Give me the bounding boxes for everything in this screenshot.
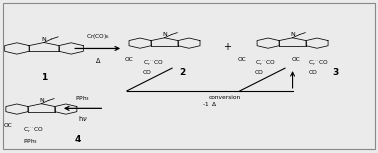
Text: conversion: conversion (209, 95, 241, 100)
Text: 2: 2 (180, 68, 186, 77)
Text: PPh$_3$: PPh$_3$ (23, 137, 38, 146)
Text: PPh$_3$: PPh$_3$ (75, 94, 90, 103)
Text: CO: CO (143, 70, 152, 75)
Text: h$\nu$: h$\nu$ (78, 114, 88, 123)
Text: N: N (162, 32, 167, 37)
Text: C$_r^{...}$CO: C$_r^{...}$CO (23, 125, 43, 135)
Text: -1  $\Delta$: -1 $\Delta$ (202, 100, 217, 108)
Text: OC: OC (124, 57, 133, 62)
Text: N: N (290, 32, 295, 37)
Text: $\Delta$: $\Delta$ (94, 56, 101, 65)
Text: OC: OC (4, 123, 13, 128)
Text: OC: OC (291, 57, 300, 62)
Text: N: N (42, 37, 46, 42)
Text: OC: OC (237, 57, 246, 62)
Text: N: N (39, 98, 44, 103)
Text: Cr(CO)$_6$: Cr(CO)$_6$ (86, 32, 110, 41)
Text: C$_r^{...}$CO: C$_r^{...}$CO (308, 58, 330, 68)
Text: +: + (223, 42, 231, 52)
Text: 1: 1 (41, 73, 47, 82)
FancyBboxPatch shape (3, 3, 375, 149)
Text: 4: 4 (74, 135, 81, 144)
Text: CO: CO (254, 70, 263, 75)
Text: C$_r^{...}$CO: C$_r^{...}$CO (254, 58, 276, 68)
Text: CO: CO (308, 70, 317, 75)
Text: 3: 3 (332, 68, 338, 77)
Text: C$_r^{...}$CO: C$_r^{...}$CO (143, 58, 164, 68)
